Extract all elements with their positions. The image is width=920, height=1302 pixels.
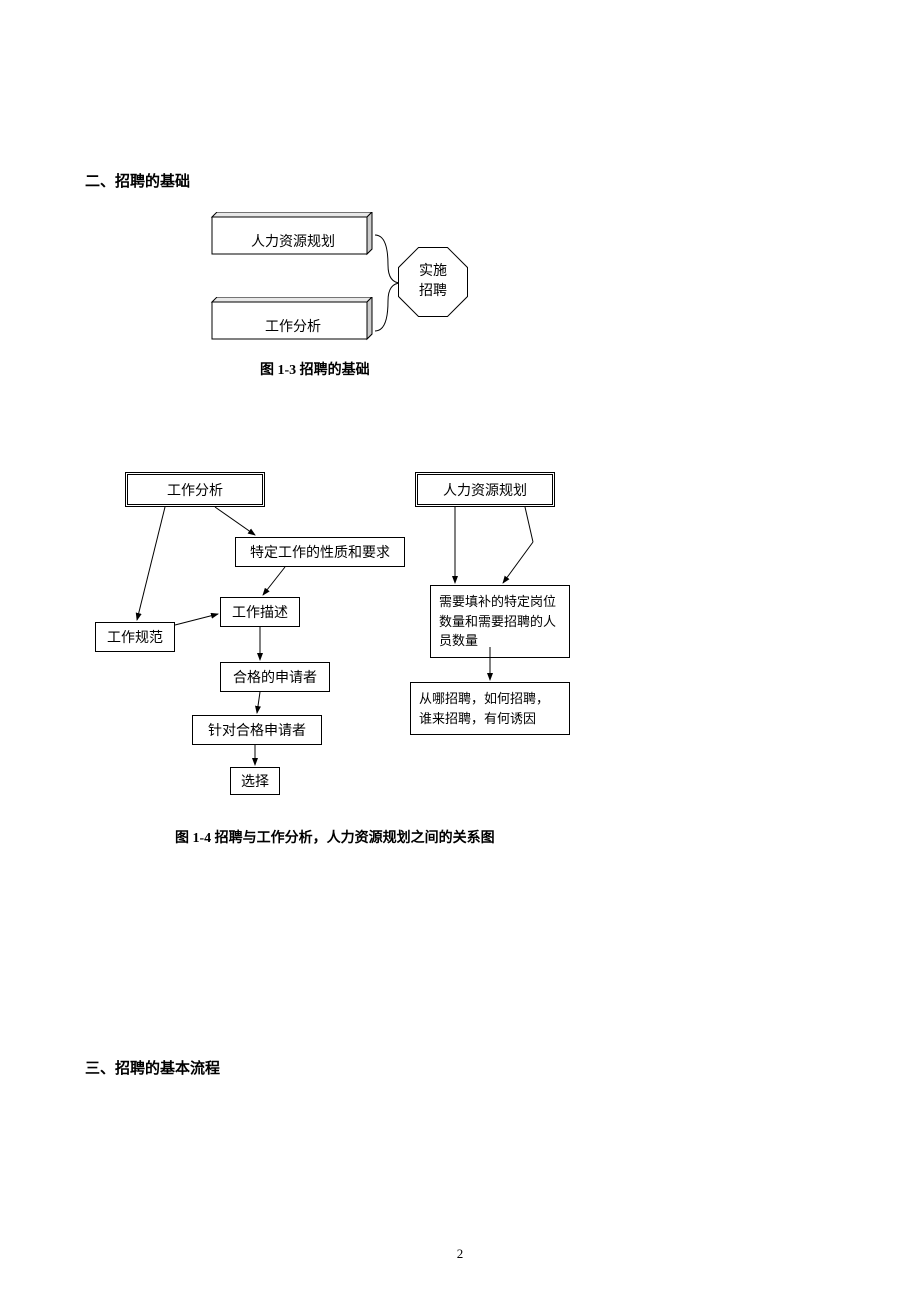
- figure-1-4: 工作分析 人力资源规划 特定工作的性质和要求 工作描述 工作规范 需要填补的特定…: [85, 467, 835, 917]
- fig2-hr-planning-label: 人力资源规划: [443, 480, 527, 500]
- fig2-qualified: 合格的申请者: [220, 662, 330, 692]
- fig2-job-desc-label: 工作描述: [232, 602, 288, 622]
- fig1-implement-line1: 实施: [419, 264, 447, 279]
- fig1-implement-line2: 招聘: [419, 284, 447, 299]
- fig2-select: 选择: [230, 767, 280, 795]
- fig2-recruit-how: 从哪招聘，如何招聘，谁来招聘，有何诱因: [410, 682, 570, 735]
- fig2-job-spec: 工作规范: [95, 622, 175, 652]
- fig2-for-qualified-label: 针对合格申请者: [208, 720, 306, 740]
- fig2-fill-positions: 需要填补的特定岗位数量和需要招聘的人员数量: [430, 585, 570, 658]
- fig2-select-label: 选择: [241, 771, 269, 791]
- fig2-caption: 图 1-4 招聘与工作分析，人力资源规划之间的关系图: [175, 827, 495, 847]
- fig2-hr-planning: 人力资源规划: [415, 472, 555, 507]
- fig1-hr-planning-label: 人力资源规划: [218, 225, 368, 257]
- fig2-job-analysis-label: 工作分析: [167, 480, 223, 500]
- fig1-hr-planning-box: 人力资源规划: [210, 217, 370, 259]
- fig2-nature-req-label: 特定工作的性质和要求: [250, 542, 390, 562]
- fig1-caption: 图 1-3 招聘的基础: [260, 359, 370, 379]
- fig2-qualified-label: 合格的申请者: [233, 667, 317, 687]
- section-2-title: 二、招聘的基础: [85, 170, 835, 191]
- page-number: 2: [457, 1246, 464, 1262]
- section-3-title: 三、招聘的基本流程: [85, 1057, 835, 1078]
- fig2-nature-req: 特定工作的性质和要求: [235, 537, 405, 567]
- fig2-recruit-how-label: 从哪招聘，如何招聘，谁来招聘，有何诱因: [419, 691, 549, 726]
- fig2-fill-positions-label: 需要填补的特定岗位数量和需要招聘的人员数量: [439, 594, 556, 648]
- fig1-job-analysis-box: 工作分析: [210, 302, 370, 344]
- fig2-job-desc: 工作描述: [220, 597, 300, 627]
- fig2-job-spec-label: 工作规范: [107, 627, 163, 647]
- fig1-job-analysis-label: 工作分析: [218, 310, 368, 342]
- fig2-job-analysis: 工作分析: [125, 472, 265, 507]
- figure-1-3: 人力资源规划 工作分析 实施 招聘 图 1-3 招聘的基础: [85, 207, 835, 407]
- fig2-for-qualified: 针对合格申请者: [192, 715, 322, 745]
- fig1-implement-octagon: 实施 招聘: [398, 247, 468, 317]
